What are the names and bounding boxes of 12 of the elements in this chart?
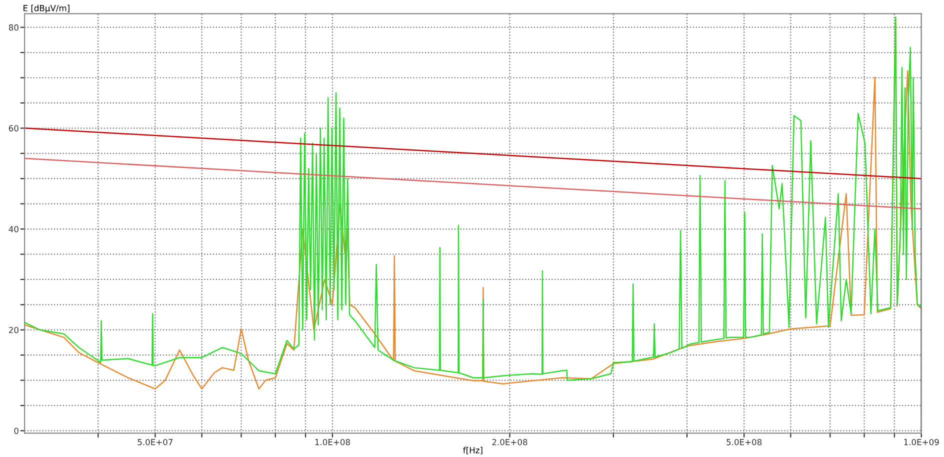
y-axis-title: E [dBµV/m]: [24, 4, 70, 13]
y-tick-label: 20: [8, 326, 18, 334]
x-tick-label: 5.0E+08: [726, 438, 762, 446]
y-tick-label: 0: [14, 428, 18, 434]
x-tick-label: 1.0E+08: [315, 438, 350, 446]
y-tick-label: 80: [8, 24, 18, 31]
y-tick-label: 40: [8, 226, 18, 232]
x-axis-title: f[Hz]: [463, 446, 482, 454]
y-tick-label: 60: [8, 125, 18, 132]
x-tick-label: 5.0E+07: [138, 438, 173, 446]
x-tick-label: 1.0E+09: [904, 438, 939, 446]
x-tick-label: 2.0E+08: [492, 438, 528, 446]
